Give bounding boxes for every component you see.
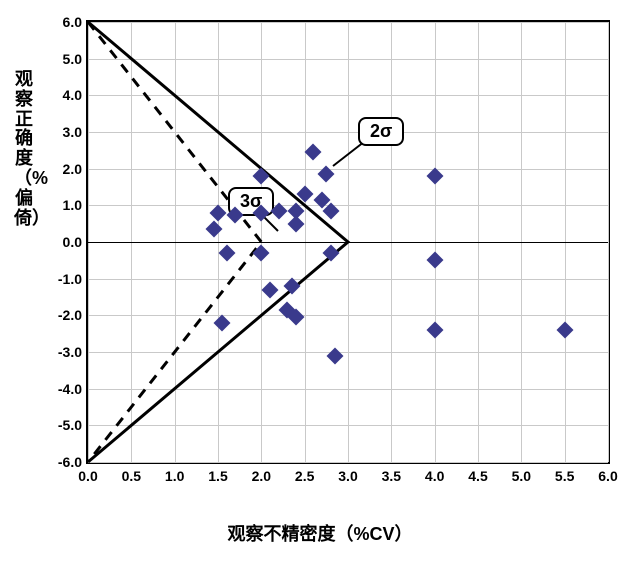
two_sigma-label: 2σ: [358, 117, 404, 146]
x-axis-label: 观察不精密度（%CV）: [0, 520, 640, 546]
x-axis-label-text: 观察不精密度（%CV）: [227, 524, 412, 544]
x-tick-label: 0.0: [73, 468, 103, 484]
x-tick-label: 4.5: [463, 468, 493, 484]
y-tick-label: -4.0: [42, 381, 82, 397]
x-tick-label: 5.0: [506, 468, 536, 484]
x-tick-label: 5.5: [550, 468, 580, 484]
chart-stage: 观察正确度（%偏倚） 观察不精密度（%CV） 2σ3σ 0.0 0.5 1.0 1.5…: [0, 0, 640, 564]
two_sigma-boundary: [88, 22, 348, 462]
three_sigma-boundary: [88, 22, 261, 462]
grid-line-horizontal: [88, 462, 608, 463]
y-tick-label: 3.0: [42, 124, 82, 140]
x-tick-label: 3.5: [376, 468, 406, 484]
x-tick-label: 3.0: [333, 468, 363, 484]
x-tick-label: 1.0: [160, 468, 190, 484]
y-tick-label: 2.0: [42, 161, 82, 177]
y-tick-label: 5.0: [42, 51, 82, 67]
overlay-svg: [88, 22, 608, 462]
y-tick-label: -1.0: [42, 271, 82, 287]
y-tick-label: 0.0: [42, 234, 82, 250]
x-tick-label: 2.0: [246, 468, 276, 484]
y-tick-label: 4.0: [42, 87, 82, 103]
x-tick-label: 2.5: [290, 468, 320, 484]
y-tick-label: 6.0: [42, 14, 82, 30]
plot-area: 2σ3σ: [88, 22, 608, 462]
x-tick-label: 1.5: [203, 468, 233, 484]
grid-line-vertical: [608, 22, 609, 462]
x-tick-label: 0.5: [116, 468, 146, 484]
y-tick-label: -3.0: [42, 344, 82, 360]
y-tick-label: -2.0: [42, 307, 82, 323]
y-tick-label: -6.0: [42, 454, 82, 470]
x-tick-label: 6.0: [593, 468, 623, 484]
y-axis-label: 观察正确度（%偏倚）: [14, 70, 34, 228]
y-tick-label: 1.0: [42, 197, 82, 213]
x-tick-label: 4.0: [420, 468, 450, 484]
y-tick-label: -5.0: [42, 417, 82, 433]
